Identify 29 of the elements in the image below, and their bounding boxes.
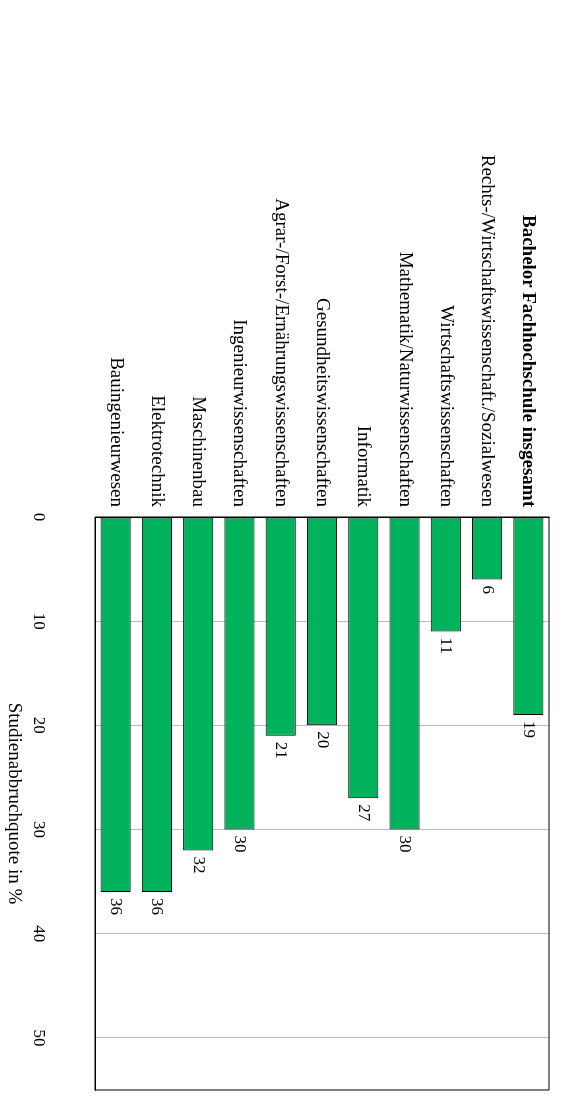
x-tick-label: Gesundheitswissenschaften (313, 298, 335, 508)
x-tick-label: Agrar-/Forst-/Ernährungswissenschaften (271, 198, 293, 508)
data-label: 30 (230, 835, 250, 853)
data-label: 11 (437, 637, 457, 654)
y-tick-label: 50 (29, 1029, 49, 1047)
x-tick-label: Mathematik/Naturwissenschaften (395, 251, 417, 508)
data-label: 36 (107, 898, 127, 916)
y-tick-label: 10 (29, 612, 49, 630)
y-tick-label: 0 (29, 512, 49, 522)
x-tick-label: Ingenieurwissenschaften (230, 319, 252, 508)
data-label: 21 (272, 741, 292, 759)
x-tick-label: Bauingenieurwesen (106, 357, 128, 508)
x-tick-label: Maschinenbau (189, 396, 211, 508)
data-label: 6 (478, 585, 498, 595)
x-tick-label: Informatik (354, 425, 376, 508)
data-label: 32 (189, 856, 209, 874)
x-tick-label: Elektrotechnik (147, 395, 169, 508)
y-tick-label: 20 (29, 716, 49, 734)
data-label: 30 (396, 835, 416, 853)
data-label: 20 (313, 731, 333, 749)
y-tick-label: 30 (29, 821, 49, 839)
data-label: 36 (148, 898, 168, 916)
data-label: 19 (519, 720, 539, 738)
data-label: 27 (354, 804, 374, 822)
x-tick-label: Rechts-/Wirtschaftswissenschaft./Sozialwesen (478, 154, 500, 508)
y-tick-label: 40 (29, 925, 49, 943)
x-tick-label: Bachelor Fachhochschule insgesamt (519, 214, 541, 508)
y-axis-title: Studienabbruchquote in % (5, 702, 27, 905)
x-tick-label: Wirtschaftswissenschaften (436, 305, 458, 508)
